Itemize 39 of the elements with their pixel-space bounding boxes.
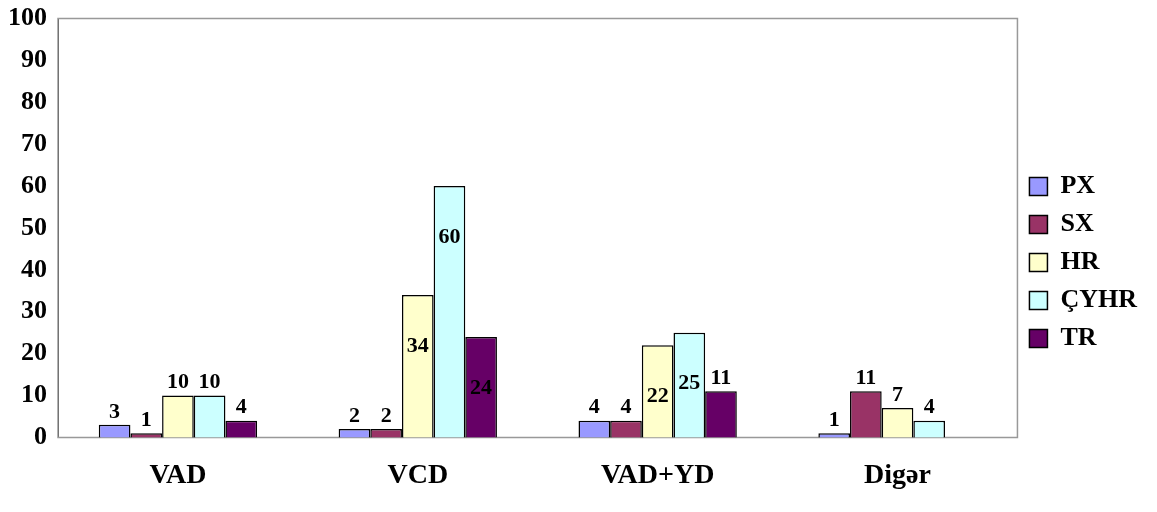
data-label: 11 (855, 364, 877, 390)
y-tick-label: 100 (8, 2, 47, 32)
data-label: 22 (646, 381, 669, 407)
data-label: 60 (438, 222, 461, 248)
data-label: 11 (710, 364, 732, 390)
x-tick-label: Digər (864, 458, 931, 490)
legend-label: TR (1060, 322, 1097, 352)
data-label: 1 (140, 405, 152, 431)
y-tick-label: 80 (21, 86, 47, 116)
y-tick-label: 60 (21, 169, 47, 199)
data-label: 10 (198, 368, 221, 394)
data-label: 25 (678, 369, 701, 395)
data-label: 10 (166, 368, 189, 394)
data-label: 4 (235, 393, 247, 419)
data-label: 2 (348, 401, 360, 427)
legend-label: SX (1060, 208, 1094, 238)
y-tick-label: 70 (21, 127, 47, 157)
x-tick-label: VAD (149, 458, 207, 490)
x-tick-label: VAD+YD (600, 458, 715, 490)
data-label: 4 (923, 393, 935, 419)
data-label: 2 (380, 401, 392, 427)
data-label: 1 (828, 405, 840, 431)
y-tick-label: 90 (21, 44, 47, 74)
y-tick-label: 20 (21, 337, 47, 367)
y-tick-label: 40 (21, 253, 47, 283)
legend-label: ÇYHR (1060, 284, 1138, 314)
y-tick-label: 0 (34, 421, 47, 451)
data-label: 7 (892, 380, 904, 406)
data-label: 3 (109, 397, 121, 423)
y-tick-label: 30 (21, 295, 47, 325)
legend-label: HR (1060, 246, 1100, 276)
y-tick-label: 50 (21, 211, 47, 241)
y-tick-label: 10 (21, 379, 47, 409)
data-label: 34 (406, 331, 429, 357)
data-label: 24 (470, 373, 493, 399)
legend-label: PX (1060, 170, 1096, 200)
x-tick-label: VCD (387, 458, 449, 490)
data-label: 4 (620, 393, 632, 419)
data-label: 4 (588, 393, 600, 419)
